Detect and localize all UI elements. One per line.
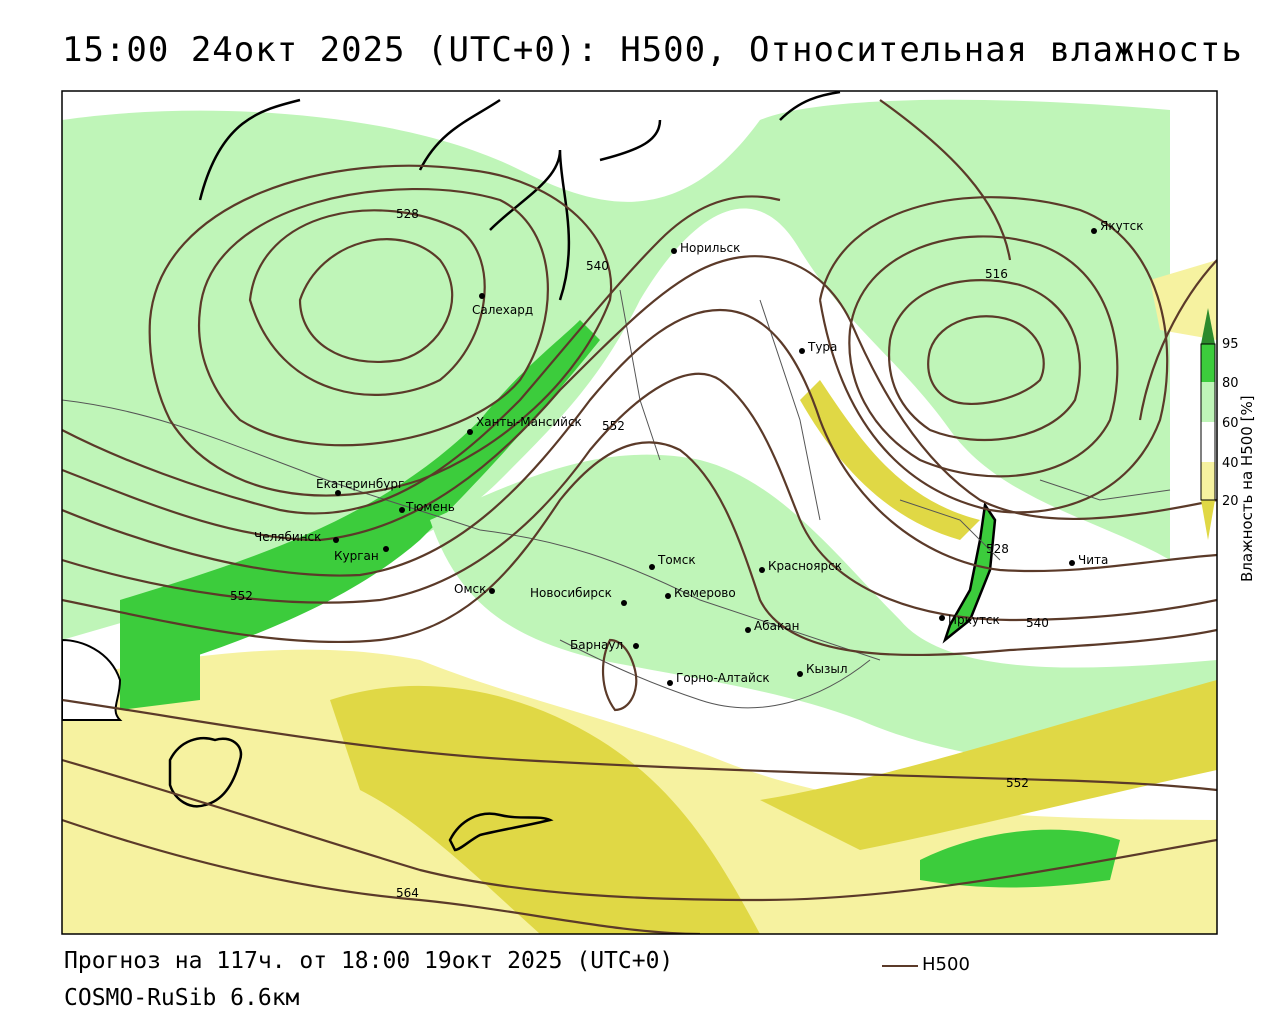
city-label: Салехард (472, 303, 533, 317)
city-label: Иркутск (948, 613, 1000, 627)
city-dot (667, 680, 673, 686)
city-label: Барнаул (570, 638, 623, 652)
city-dot (467, 429, 473, 435)
colorbar-tick: 60 (1222, 416, 1239, 431)
city-label: Кызыл (806, 662, 848, 676)
city-dot (1069, 560, 1075, 566)
legend-line-swatch (882, 965, 918, 967)
city-dot (621, 600, 627, 606)
city-label: Чита (1078, 553, 1108, 567)
city-dot (649, 564, 655, 570)
city-label: Красноярск (768, 559, 842, 573)
colorbar-tick: 20 (1222, 494, 1239, 509)
caspian-shore (62, 638, 123, 721)
aral-sea (168, 736, 243, 808)
city-label: Екатеринбург (316, 477, 404, 491)
city-dot (797, 671, 803, 677)
city-dot (633, 643, 639, 649)
contour-label: 528 (986, 542, 1009, 556)
contour-label: 552 (230, 589, 253, 603)
model-name: COSMO-RuSib 6.6км (64, 985, 300, 1011)
colorbar-segment (1201, 382, 1215, 422)
city-dot (333, 537, 339, 543)
dry-area-southeast (760, 680, 1217, 850)
colorbar-cap-top (1201, 308, 1215, 344)
colorbar-segment (1201, 344, 1215, 382)
city-label: Челябинск (254, 530, 321, 544)
city-label: Томск (657, 553, 696, 567)
city-dot (399, 507, 405, 513)
colorbar-cap-bottom (1201, 500, 1215, 540)
page-title: 15:00 24окт 2025 (UTC+0): H500, Относите… (62, 30, 1243, 70)
contour-528-west (298, 238, 454, 363)
city-label: Новосибирск (530, 586, 612, 600)
city-dot (939, 615, 945, 621)
city-dot (335, 490, 341, 496)
colorbar-tick: 95 (1222, 337, 1239, 352)
coastline-arctic (198, 91, 841, 301)
lake-baikal (942, 501, 997, 644)
dry-area-trough (800, 380, 980, 540)
contour-label: 516 (985, 267, 1008, 281)
map-frame (61, 90, 1218, 935)
contour-label: 552 (602, 419, 625, 433)
city-label: Ханты-Мансийск (476, 415, 582, 429)
city-dot (479, 293, 485, 299)
city-dot (759, 567, 765, 573)
contour-label: 564 (396, 886, 419, 900)
city-label: Горно-Алтайск (676, 671, 770, 685)
city-label: Норильск (680, 241, 740, 255)
contour-label: 540 (1026, 616, 1049, 630)
city-label: Тюмень (405, 500, 455, 514)
forecast-info: Прогноз на 117ч. от 18:00 19окт 2025 (UT… (64, 948, 674, 974)
city-dot (671, 248, 677, 254)
legend-label: H500 (922, 954, 970, 975)
colorbar-segment (1201, 462, 1215, 500)
colorbar (1200, 308, 1216, 540)
humidity-area-north-green (62, 99, 1170, 640)
humidity-area-southeast-green (920, 829, 1120, 888)
city-dot (383, 546, 389, 552)
city-dot (665, 593, 671, 599)
city-label: Тура (807, 340, 837, 354)
city-dot (1091, 228, 1097, 234)
lake-balkhash (448, 812, 554, 852)
contour-label: 540 (586, 259, 609, 273)
humidity-area-central-green (430, 454, 1217, 768)
dry-area-south-strong (330, 685, 760, 934)
city-dot (745, 627, 751, 633)
colorbar-tick: 40 (1222, 456, 1239, 471)
contour-516-east (927, 315, 1045, 406)
contour-label: 528 (396, 207, 419, 221)
humidity-area-band-green (120, 320, 600, 680)
colorbar-tick: 80 (1222, 376, 1239, 391)
colorbar-title: Влажность на H500 [%] (1238, 395, 1256, 582)
city-label: Кемерово (674, 586, 736, 600)
city-label: Омск (454, 582, 486, 596)
colorbar-segment (1201, 422, 1215, 462)
city-label: Курган (334, 549, 379, 563)
humidity-area-west-green (120, 630, 200, 710)
city-label: Якутск (1100, 219, 1144, 233)
city-dot (489, 588, 495, 594)
city-label: Абакан (754, 619, 799, 633)
contour-label: 552 (1006, 776, 1029, 790)
city-dot (799, 348, 805, 354)
